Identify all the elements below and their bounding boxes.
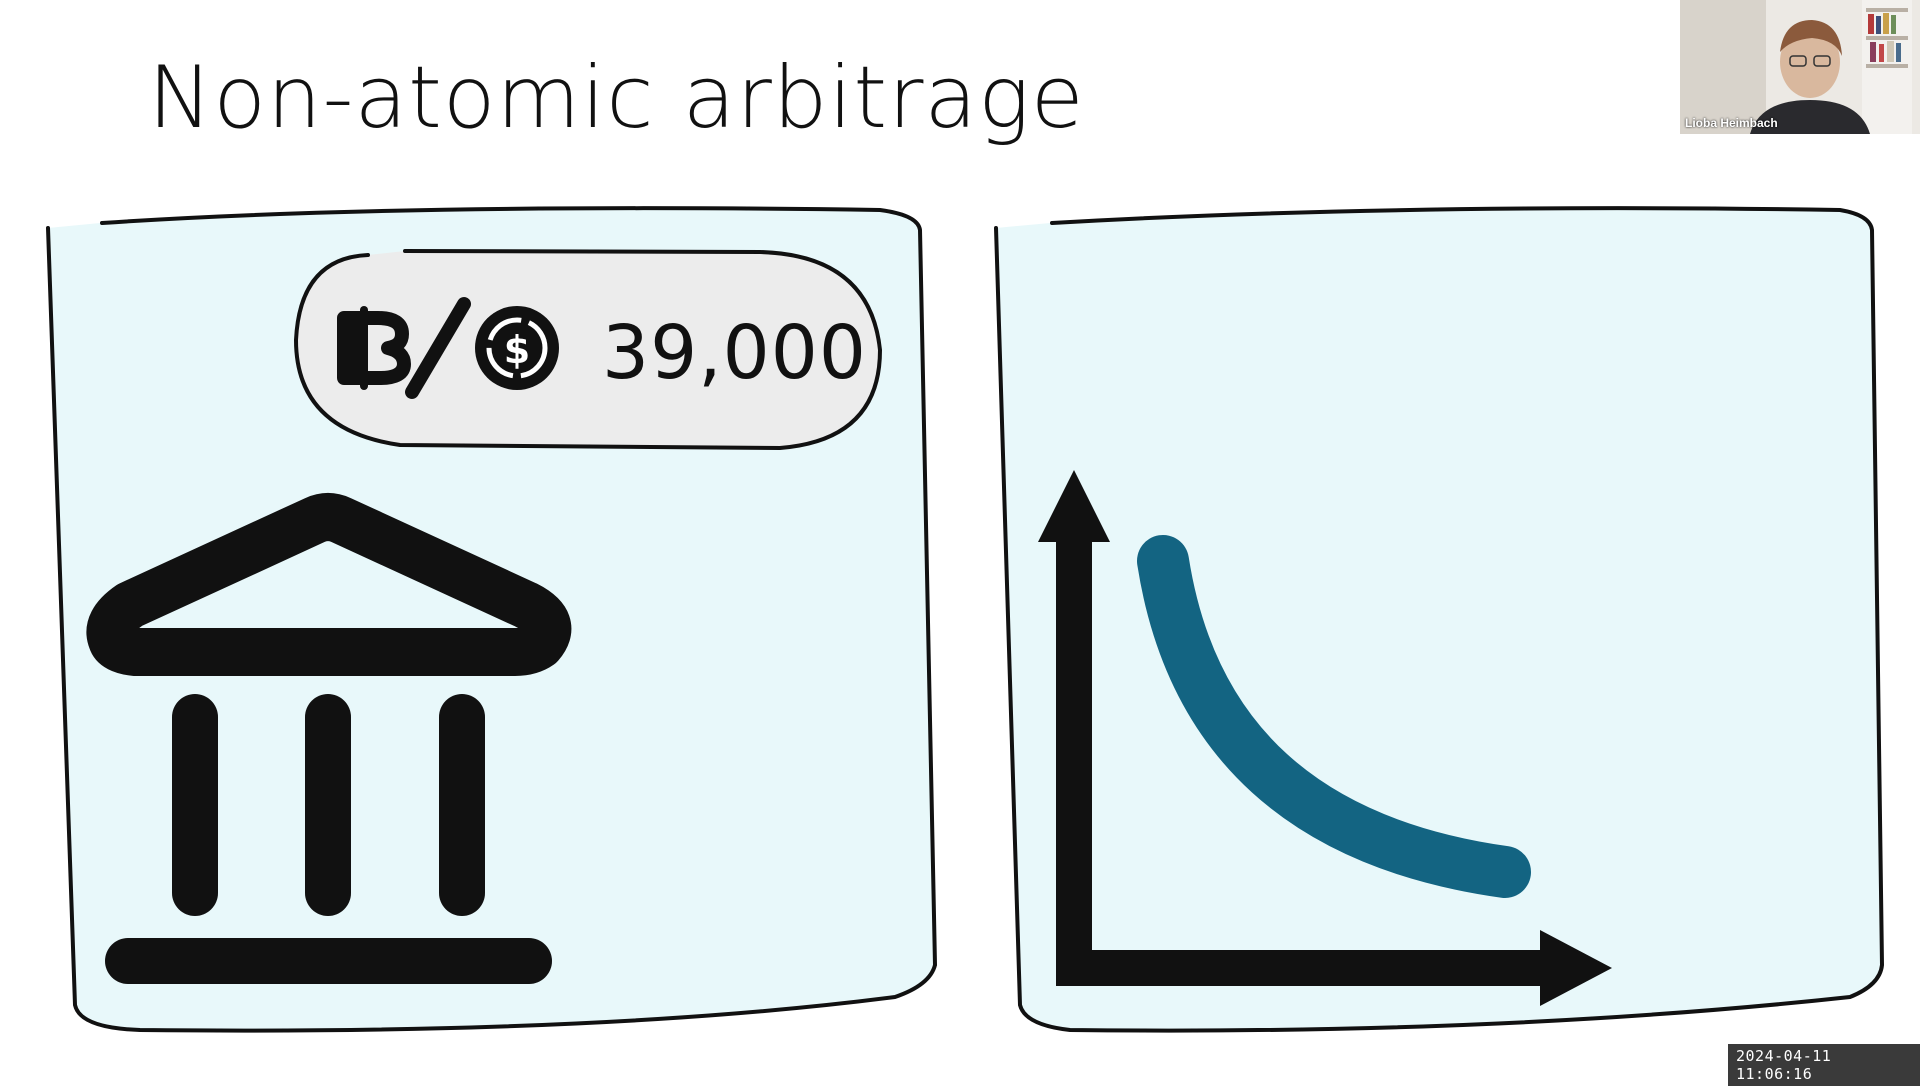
- price-badge: $ 39,000: [293, 249, 883, 451]
- left-panel: $ 39,000: [46, 206, 938, 1033]
- recording-timestamp: 2024-04-11 11:06:16: [1728, 1044, 1920, 1086]
- bitcoin-icon: [337, 306, 411, 390]
- bank-icon: [86, 493, 572, 984]
- price-value: 39,000: [602, 310, 867, 396]
- svg-text:$: $: [504, 328, 530, 372]
- right-panel: [994, 206, 1885, 1033]
- pair-separator: [405, 297, 471, 399]
- bonding-curve-icon: [1038, 470, 1612, 1006]
- participant-name: Lioba Heimbach: [1685, 116, 1778, 130]
- participant-video-frame: [1680, 0, 1920, 134]
- participant-video-tile[interactable]: Lioba Heimbach: [1680, 0, 1920, 134]
- slide-title: Non-atomic arbitrage: [148, 48, 1085, 148]
- usdc-icon: $: [475, 306, 559, 390]
